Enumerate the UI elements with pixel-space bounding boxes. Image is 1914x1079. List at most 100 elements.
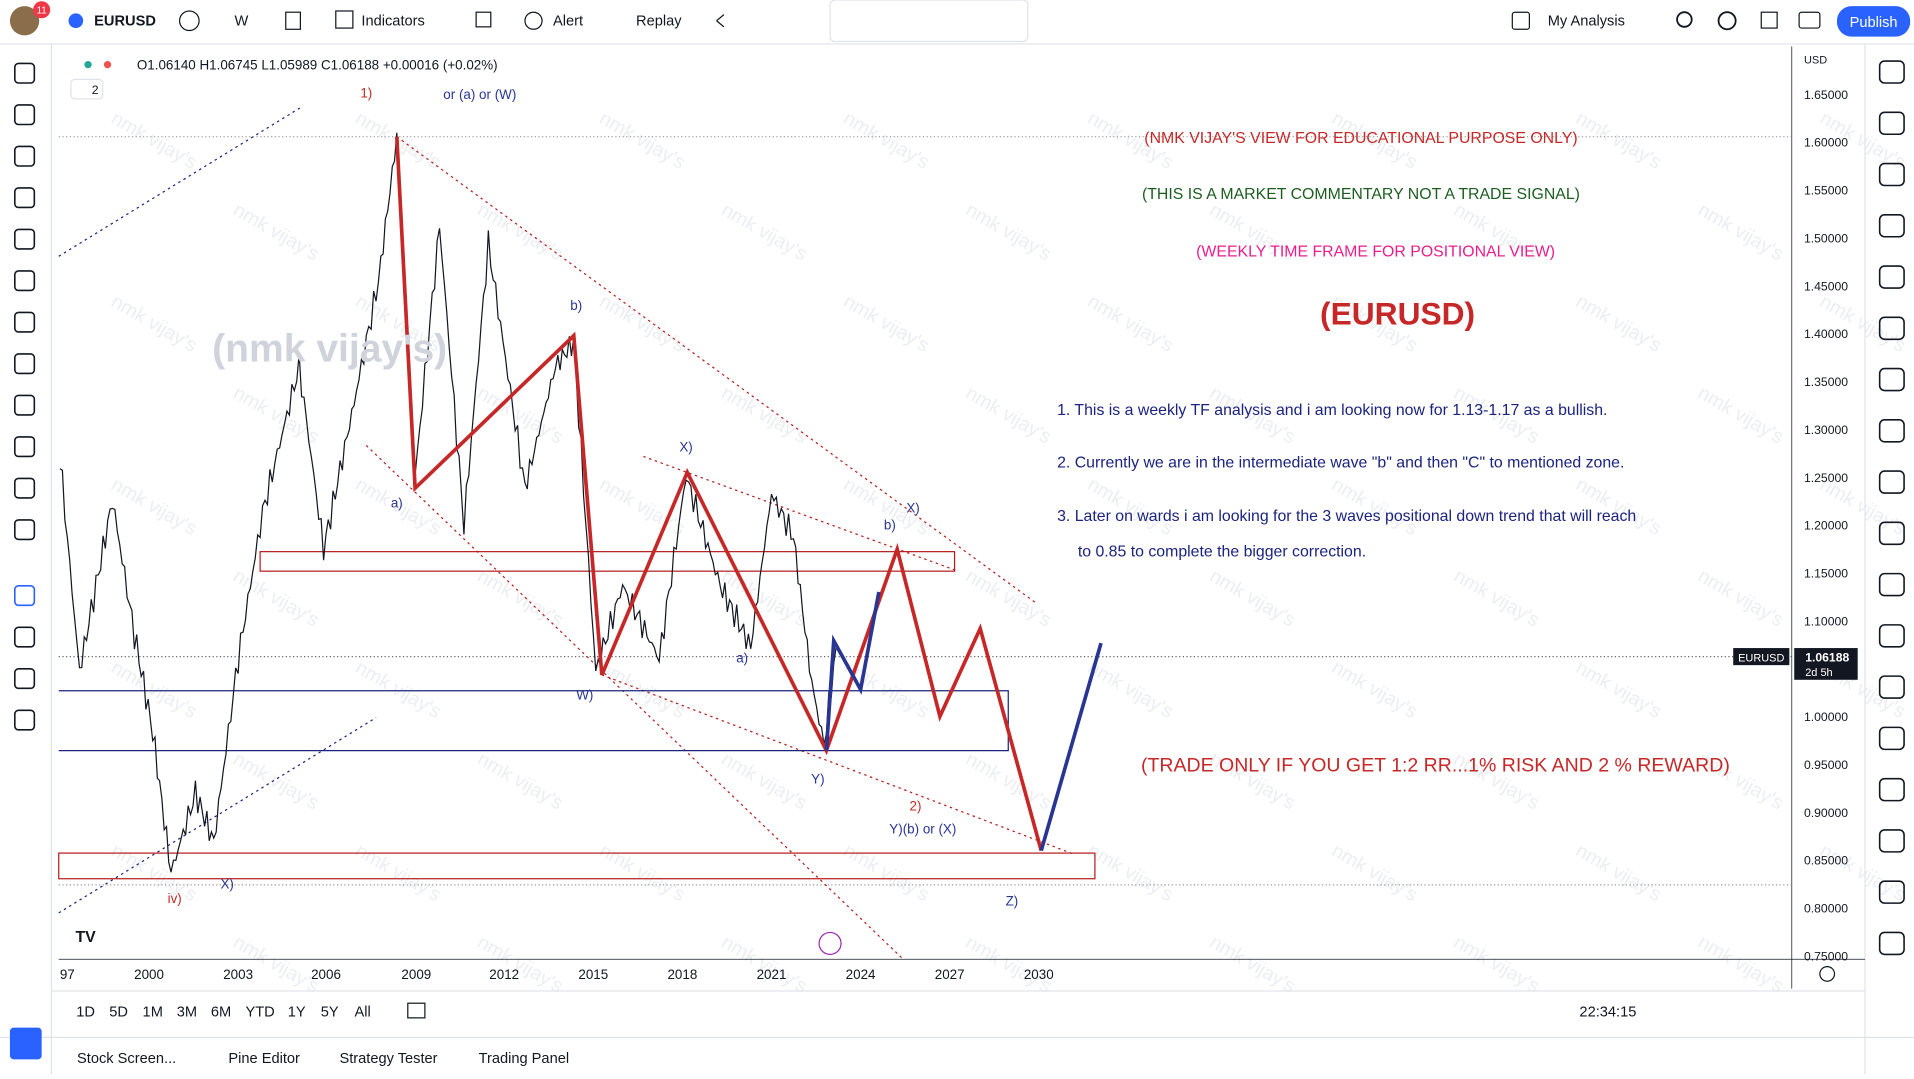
tool-icon[interactable] [14,519,36,541]
price-tick-label: 1.25000 [1804,471,1848,485]
sidebar-icon[interactable] [1878,931,1905,956]
tool-icon[interactable] [14,353,36,375]
timeframe-button[interactable]: 3M [177,1005,197,1021]
layout-name[interactable]: My Analysis [1548,14,1625,30]
sidebar-icon[interactable] [1878,214,1905,238]
price-tick-label: 1.00000 [1804,710,1848,724]
sidebar-icon[interactable] [1878,316,1905,341]
alert[interactable]: Alert [553,14,583,30]
date-range[interactable] [407,1002,426,1019]
analysis-point: 3. Later on wards i am looking for the 3… [1057,508,1636,525]
tool-icon[interactable] [14,585,36,607]
badge-count: 11 [37,5,47,16]
analysis-points: 1. This is a weekly TF analysis and i am… [1057,402,1636,561]
channel-line [601,674,1075,855]
price-tick-label: 0.85000 [1804,854,1848,868]
sidebar-icon[interactable] [1878,419,1905,443]
panel-tab[interactable]: Stock Screen... [77,1051,176,1067]
sidebar-icon[interactable] [1878,777,1905,802]
wave-path [394,136,1043,852]
time-tick-label: 2021 [757,967,787,982]
tool-icon[interactable] [14,145,36,167]
timeframe-button[interactable]: 5D [109,1005,128,1021]
timeframe-button[interactable]: 1Y [288,1005,306,1021]
sidebar-icon[interactable] [1878,880,1905,904]
event-marker[interactable] [818,931,842,956]
price-tick-label: 1.30000 [1804,423,1848,437]
replay[interactable]: Replay [636,14,682,30]
sidebar-icon[interactable] [1878,572,1905,597]
price-tick-label: 1.40000 [1804,327,1848,341]
indicators[interactable]: Indicators [361,14,424,30]
tool-icon[interactable] [14,187,36,209]
timeframe-button[interactable]: All [355,1005,371,1021]
currency[interactable]: USD [1804,54,1827,66]
tool-icon[interactable] [14,394,36,416]
sidebar-icon[interactable] [1878,162,1905,187]
tool-icon[interactable] [14,436,36,458]
search[interactable] [1676,11,1693,28]
legend-toggle[interactable] [70,78,104,100]
timeframe-button[interactable]: 1M [143,1005,163,1021]
tool-icon[interactable] [14,668,36,690]
support-zone [58,690,1009,752]
wave-label: b) [570,298,582,313]
wave-label: W) [576,687,593,702]
axis-settings[interactable] [1819,965,1836,982]
wave-label: X) [906,501,919,516]
avatar[interactable] [9,6,40,36]
tool-icon[interactable] [14,311,36,333]
tool-icon[interactable] [14,626,36,648]
undo[interactable] [716,14,725,28]
time-tick-label: 2018 [667,967,697,982]
chart-type[interactable] [285,11,302,30]
analysis-point: 1. This is a weekly TF analysis and i am… [1057,402,1607,419]
sidebar-icon[interactable] [1878,470,1905,494]
panel-tab[interactable]: Strategy Tester [339,1051,437,1067]
resistance-zone [259,551,956,572]
symbol[interactable]: EURUSD [94,14,156,30]
timeframe-button[interactable]: 6M [211,1005,231,1021]
drawing-mode[interactable] [9,1027,42,1060]
tool-icon[interactable] [14,104,36,126]
publish-button[interactable] [1836,6,1911,37]
fullscreen[interactable] [1760,11,1778,29]
commentary-note: (THIS IS A MARKET COMMENTARY NOT A TRADE… [1142,186,1580,203]
settings[interactable] [1717,11,1737,31]
price-tick-label: 1.10000 [1804,614,1848,628]
wave-label: Y) [811,772,824,787]
time-tick-label: 2003 [223,967,253,982]
time-axis: 97 2000 2003 2006 2009 2012 2015 2018 2021 2024 20… [60,967,1054,982]
wave-label: X) [220,876,233,891]
price-tick-label: 1.35000 [1804,375,1848,389]
tool-icon[interactable] [14,270,36,292]
sidebar-icon[interactable] [1878,726,1905,751]
tool-icon[interactable] [14,228,36,250]
sidebar-icon[interactable] [1878,111,1905,136]
interval[interactable]: W [234,14,248,30]
tool-icon[interactable] [14,477,36,499]
sidebar-icon[interactable] [1878,829,1905,853]
price-tick-label: 0.75000 [1804,949,1848,963]
timeframe-button[interactable]: YTD [245,1005,274,1021]
wave-label: b) [884,518,896,533]
sidebar-icon[interactable] [1878,521,1905,546]
sidebar-icon[interactable] [1878,675,1905,699]
time-tick-label: 2015 [578,967,608,982]
tool-icon[interactable] [14,709,36,731]
time-tick-label: 2009 [401,967,431,982]
panel-tab[interactable]: Trading Panel [479,1051,570,1067]
sidebar-icon[interactable] [1878,624,1905,648]
timeframe-button[interactable]: 5Y [321,1005,339,1021]
snapshot[interactable] [1798,11,1821,29]
sidebar-icon[interactable] [1878,367,1905,392]
tool-icon[interactable] [14,62,36,84]
panel-tab[interactable]: Pine Editor [228,1051,300,1067]
sidebar-icon[interactable] [1878,265,1905,289]
price-tick-label: 1.45000 [1804,279,1848,293]
timeframe-button[interactable]: 1D [76,1005,95,1021]
add-symbol[interactable] [178,10,200,32]
templates[interactable] [475,11,492,28]
sidebar-icon[interactable] [1878,60,1905,84]
